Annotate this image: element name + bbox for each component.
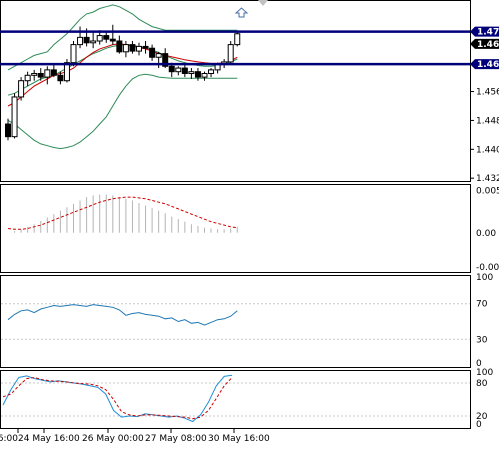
candle-body	[5, 123, 11, 138]
candle-body	[194, 71, 201, 78]
candle-body	[175, 67, 182, 73]
candle-body	[83, 36, 90, 44]
candle-body	[96, 35, 103, 42]
stoch-tick-label: 0	[476, 420, 482, 430]
price-tag: 1.463	[470, 59, 499, 70]
up-arrow-icon	[234, 7, 249, 18]
rsi-pane[interactable]	[0, 275, 471, 368]
moving-average-line	[7, 43, 238, 107]
time-axis-label: 24 May 16:00	[18, 434, 80, 444]
candle-body	[70, 44, 77, 64]
macd-tick-label: 0.005	[476, 186, 499, 196]
candle-body	[57, 74, 64, 82]
price-tick-label: 1.440	[476, 145, 499, 155]
price-tag-box	[470, 38, 499, 49]
macd-pane[interactable]	[0, 184, 471, 273]
price-series	[0, 4, 470, 150]
candle-body	[162, 53, 169, 67]
bollinger-lower-line	[7, 73, 238, 150]
candle-body	[11, 96, 18, 138]
rsi-tick-label: 0	[476, 359, 482, 369]
macd-series	[7, 194, 238, 233]
price-tag-label: 1.463	[477, 60, 499, 70]
rsi-tick-label: 100	[476, 273, 493, 283]
candle-body	[227, 44, 234, 63]
price-tick-label: 1.448	[476, 116, 499, 126]
rsi-line	[7, 304, 238, 326]
rsi-series	[1, 303, 470, 340]
candle-body	[103, 35, 110, 40]
stoch-tick-label: 80	[476, 379, 488, 389]
stochastic-series	[1, 374, 470, 423]
candle-body	[50, 69, 57, 76]
candle-body	[181, 67, 188, 74]
candle-body	[44, 69, 51, 78]
candle-body	[18, 80, 25, 98]
axis-labels: 1.456 1.448 1.440 1.432 1.472 1.469 1.463 0.005…	[0, 26, 499, 444]
time-axis-label: 30 May 16:00	[208, 434, 270, 444]
stochastic-main-line	[2, 374, 233, 423]
stoch-tick-label: 20	[476, 412, 488, 422]
price-tick-label: 1.432	[476, 174, 499, 184]
chart-shift-marker-icon[interactable]	[258, 0, 268, 6]
price-tag: 1.472	[470, 26, 499, 38]
candle-body	[37, 72, 44, 78]
candle-body	[116, 40, 123, 53]
price-tick-label: 1.456	[476, 88, 499, 98]
time-axis-label: 27 May 08:00	[145, 434, 207, 444]
price-tag: 1.469	[470, 38, 499, 50]
candle-body	[109, 38, 116, 42]
candle-body	[149, 47, 156, 58]
rsi-tick-label: 30	[476, 335, 488, 345]
candle-body	[201, 72, 208, 78]
bollinger-upper-line	[7, 4, 238, 71]
price-tag-label: 1.472	[477, 28, 499, 38]
stoch-tick-label: 100	[476, 368, 493, 378]
price-pane[interactable]	[0, 0, 471, 182]
candle-body	[90, 40, 97, 44]
price-tag-box	[470, 59, 499, 70]
price-tag-label: 1.469	[477, 40, 499, 50]
price-tag-box	[470, 26, 499, 37]
macd-tick-label: -0.004	[476, 263, 499, 273]
candle-body	[63, 62, 70, 82]
stochastic-signal-line	[2, 376, 233, 420]
macd-tick-label: 0.00	[476, 229, 496, 239]
candle-body	[188, 71, 195, 74]
time-axis-label: 16:00	[0, 434, 18, 444]
candle-body	[234, 33, 241, 46]
candle-body	[136, 45, 142, 52]
candle-body	[31, 72, 38, 76]
candle-body	[155, 53, 162, 58]
candle-body	[24, 74, 31, 82]
candle-body	[168, 65, 175, 73]
candle-body	[142, 45, 149, 49]
candle-body	[122, 44, 129, 53]
candle-body	[129, 44, 136, 52]
time-axis-label: 26 May 00:00	[82, 434, 144, 444]
candle-body	[77, 36, 84, 46]
stochastic-pane[interactable]	[0, 370, 471, 429]
candle-body	[208, 69, 215, 74]
rsi-tick-label: 70	[476, 300, 488, 310]
